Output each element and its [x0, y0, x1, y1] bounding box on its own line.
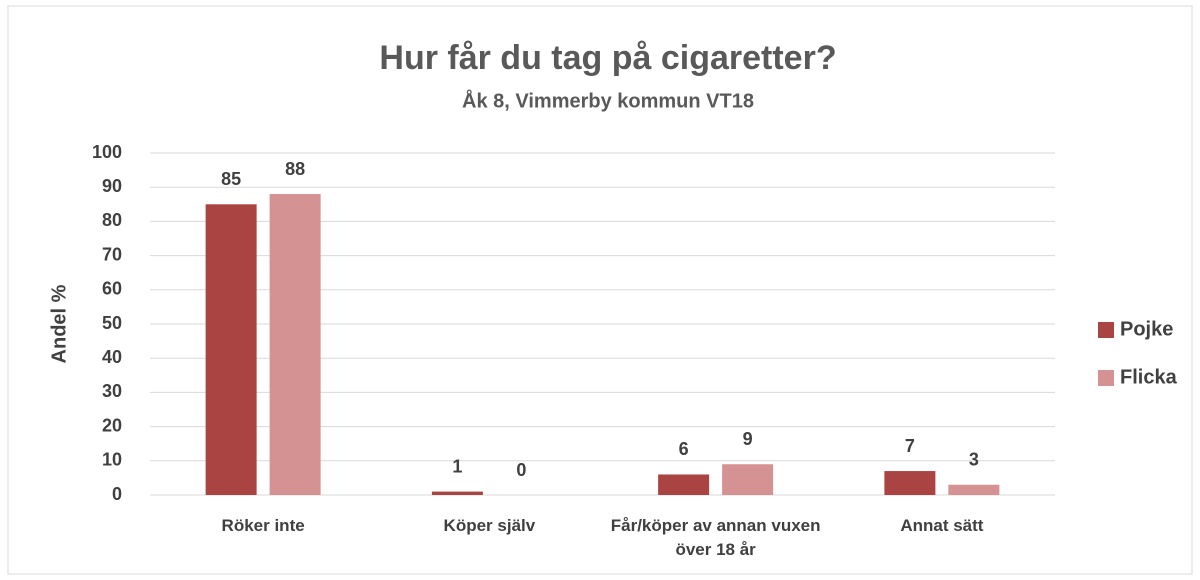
y-tick-label: 90 [102, 176, 122, 196]
data-label: 6 [679, 439, 689, 459]
x-tick-label: Köper själv [443, 516, 536, 535]
x-tick-label: Röker inte [221, 516, 305, 535]
legend-swatch [1098, 322, 1114, 338]
y-tick-label: 30 [102, 381, 122, 401]
data-label: 88 [285, 159, 305, 179]
y-axis-label: Andel % [48, 284, 70, 363]
bar [884, 471, 936, 495]
data-label: 0 [516, 460, 526, 480]
chart-title: Hur får du tag på cigaretter? [379, 39, 836, 77]
y-tick-label: 60 [102, 279, 122, 299]
y-tick-label: 70 [102, 244, 122, 264]
bar [269, 194, 321, 496]
y-tick-label: 20 [102, 415, 122, 435]
x-tick-label: Annat sätt [900, 516, 984, 535]
y-tick-label: 0 [112, 484, 122, 504]
y-tick-label: 100 [92, 142, 122, 162]
data-label: 3 [969, 449, 979, 469]
chart-subtitle: Åk 8, Vimmerby kommun VT18 [462, 88, 754, 112]
data-label: 85 [221, 169, 241, 189]
y-tick-label: 40 [102, 347, 122, 367]
data-label: 7 [905, 436, 915, 456]
bar [431, 491, 483, 495]
bar [948, 484, 1000, 495]
legend-swatch [1098, 370, 1114, 386]
x-tick-label: Får/köper av annan vuxen över 18 år [610, 516, 821, 559]
data-label: 1 [452, 456, 462, 476]
chart-border [7, 5, 1193, 575]
y-tick-label: 10 [102, 450, 122, 470]
legend-label: Pojke [1120, 318, 1173, 340]
bar [205, 204, 257, 496]
legend-label: Flicka [1120, 366, 1178, 388]
bar [658, 474, 710, 495]
data-label: 9 [743, 429, 753, 449]
y-tick-label: 80 [102, 210, 122, 230]
y-tick-label: 50 [102, 313, 122, 333]
bar [722, 464, 774, 495]
